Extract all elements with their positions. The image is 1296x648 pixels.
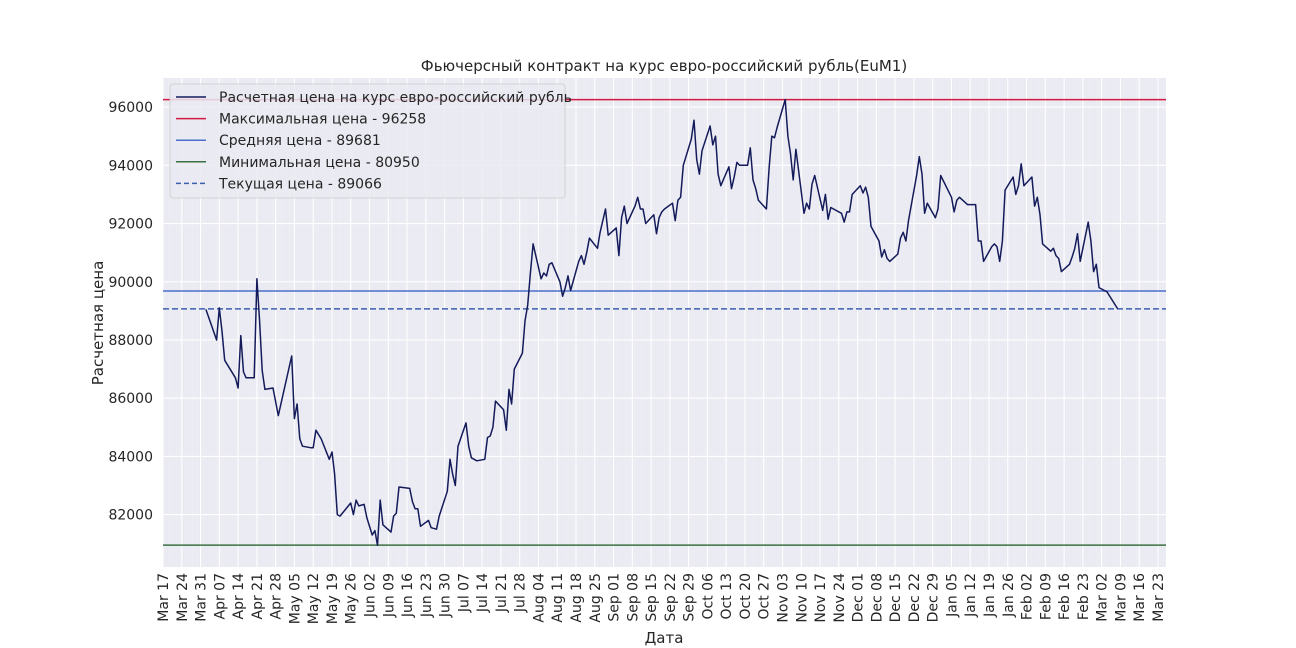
- y-tick-label: 90000: [108, 275, 153, 291]
- legend-label: Расчетная цена на курс евро-российский р…: [219, 90, 572, 106]
- y-tick-label: 96000: [108, 100, 153, 116]
- y-axis-title: Расчетная цена: [89, 261, 107, 386]
- x-tick-label: Aug 25: [588, 573, 604, 623]
- x-tick-label: Nov 10: [794, 573, 810, 623]
- x-tick-label: Sep 22: [663, 573, 679, 622]
- x-tick-label: Mar 09: [1113, 573, 1129, 622]
- legend-label: Текущая цена - 89066: [218, 176, 382, 192]
- x-tick-label: Mar 31: [194, 573, 210, 622]
- x-tick-label: May 12: [306, 573, 322, 624]
- x-tick-label: Dec 22: [907, 573, 923, 622]
- x-tick-label: Dec 08: [869, 573, 885, 622]
- x-tick-label: Jun 02: [363, 573, 379, 618]
- x-tick-label: Jun 09: [381, 573, 397, 618]
- x-tick-label: Jul 14: [475, 573, 491, 613]
- x-tick-label: Apr 14: [231, 573, 247, 620]
- price-series: [205, 98, 1119, 546]
- x-tick-label: Jul 28: [513, 573, 529, 613]
- x-tick-label: Oct 06: [700, 573, 716, 620]
- x-tick-label: Dec 29: [926, 573, 942, 622]
- x-tick-label: Mar 02: [1095, 573, 1111, 622]
- y-tick-label: 82000: [108, 508, 153, 524]
- x-tick-label: Jan 26: [1001, 573, 1017, 618]
- x-tick-label: Mar 17: [156, 573, 172, 622]
- x-tick-label: Aug 18: [569, 573, 585, 623]
- x-tick-label: Feb 16: [1057, 573, 1073, 620]
- x-tick-label: Sep 15: [644, 573, 660, 622]
- y-tick-label: 94000: [108, 158, 153, 174]
- legend-label: Минимальная цена - 80950: [219, 155, 420, 171]
- x-tick-label: Jan 05: [944, 573, 960, 618]
- grid-lines: [162, 78, 1167, 567]
- x-tick-label: Apr 28: [269, 573, 285, 619]
- x-axis-title: Дата: [645, 629, 684, 647]
- x-tick-label: Nov 03: [776, 573, 792, 623]
- y-tick-label: 92000: [108, 217, 153, 233]
- x-tick-label: Jan 19: [982, 573, 998, 618]
- x-tick-label: Jul 21: [494, 573, 510, 613]
- x-tick-label: Feb 09: [1038, 573, 1054, 620]
- legend-box: [169, 83, 566, 199]
- x-tick-label: Nov 17: [813, 573, 829, 623]
- x-tick-label: Apr 21: [250, 573, 266, 619]
- x-tick-label: May 26: [344, 573, 360, 624]
- x-tick-label: Oct 20: [738, 573, 754, 619]
- x-tick-label: Mar 23: [1151, 573, 1167, 622]
- y-axis-ticks: 82000 84000 86000 88000 90000 92000 94000 96000: [108, 100, 153, 523]
- x-tick-label: Mar 16: [1132, 573, 1148, 622]
- x-tick-label: Mar 24: [175, 573, 191, 622]
- x-tick-label: Sep 08: [625, 573, 641, 622]
- x-tick-label: Feb 23: [1076, 573, 1092, 620]
- x-tick-label: Feb 02: [1020, 573, 1036, 620]
- series-line: [205, 98, 1119, 546]
- x-axis-ticks: Mar 17 Mar 24 Mar 31 Apr 07 Apr 14 Apr 21 Apr …: [156, 573, 1167, 624]
- x-tick-label: Dec 15: [888, 573, 904, 622]
- x-tick-label: Oct 13: [719, 573, 735, 619]
- x-tick-label: Sep 01: [607, 573, 623, 622]
- y-tick-label: 88000: [108, 333, 153, 349]
- x-tick-label: Jun 30: [438, 573, 454, 618]
- x-tick-label: Aug 11: [550, 573, 566, 623]
- y-tick-label: 86000: [108, 391, 153, 407]
- x-tick-label: Dec 01: [851, 573, 867, 622]
- x-tick-label: May 05: [287, 573, 303, 624]
- x-tick-label: Aug 04: [531, 573, 547, 623]
- x-tick-label: May 19: [325, 573, 341, 624]
- x-tick-label: Nov 24: [832, 573, 848, 623]
- x-tick-label: Sep 29: [682, 573, 698, 622]
- x-tick-label: Apr 07: [212, 573, 228, 619]
- x-tick-label: Jan 12: [963, 573, 979, 618]
- x-tick-label: Oct 27: [757, 573, 773, 619]
- legend-label: Максимальная цена - 96258: [219, 112, 426, 128]
- x-tick-label: Jun 16: [400, 573, 416, 618]
- chart-title: Фьючерсный контракт на курс евро-российс…: [421, 57, 907, 75]
- x-tick-label: Jul 07: [456, 573, 472, 613]
- y-tick-label: 84000: [108, 449, 153, 465]
- legend-label: Средняя цена - 89681: [219, 133, 381, 149]
- legend: Расчетная цена на курс евро-российский р…: [169, 83, 572, 199]
- x-tick-label: Jun 23: [419, 573, 435, 618]
